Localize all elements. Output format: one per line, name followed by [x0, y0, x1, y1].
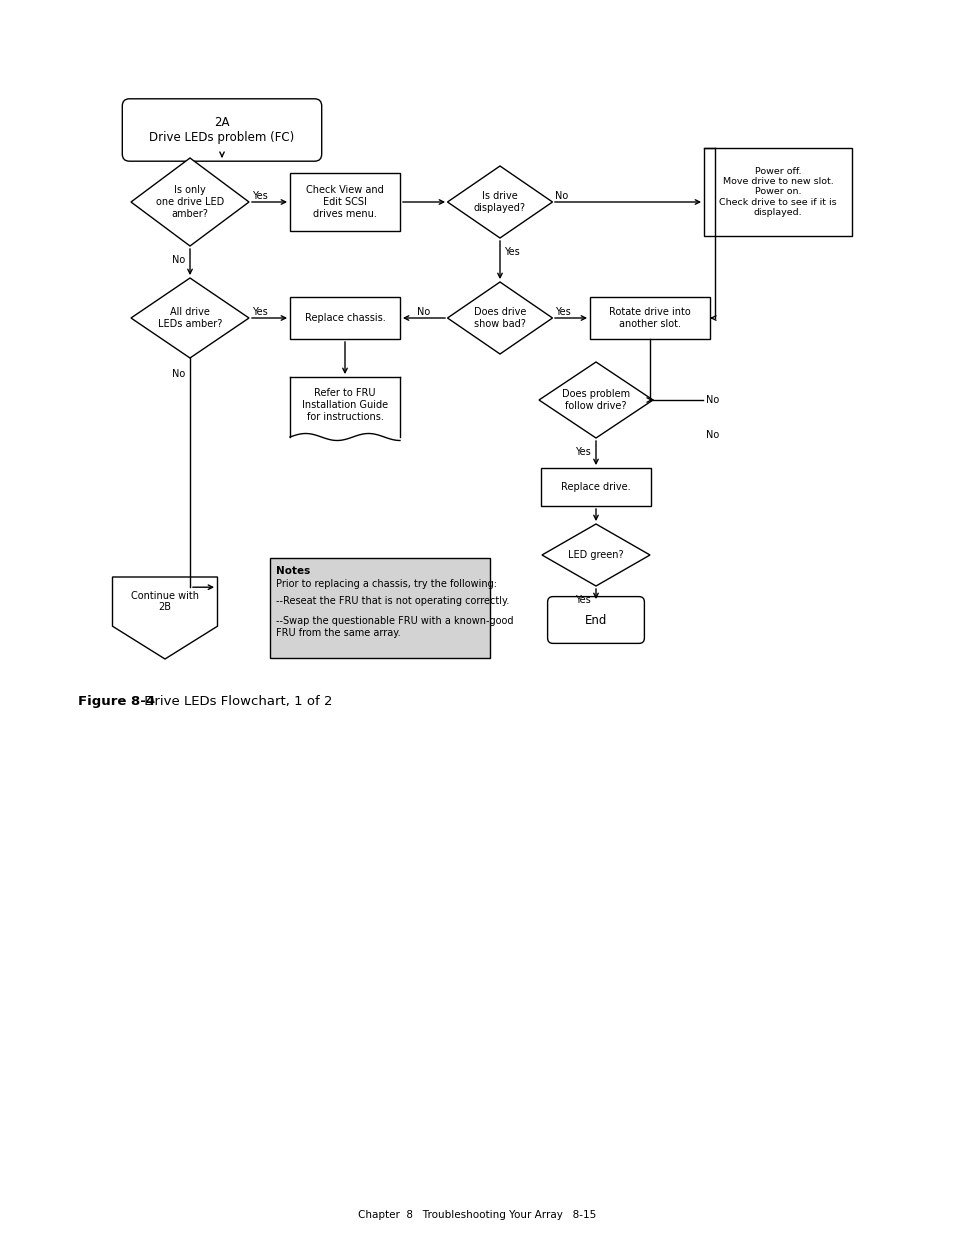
Text: No: No: [416, 308, 430, 317]
Text: --Swap the questionable FRU with a known-good
FRU from the same array.: --Swap the questionable FRU with a known…: [275, 616, 513, 637]
Text: Yes: Yes: [503, 247, 519, 257]
Text: No: No: [555, 191, 568, 201]
Text: Yes: Yes: [252, 308, 268, 317]
Bar: [290, 173, 399, 231]
Text: Replace drive.: Replace drive.: [560, 482, 630, 492]
Text: Yes: Yes: [575, 447, 590, 457]
Bar: [703, 148, 851, 236]
Text: Replace chassis.: Replace chassis.: [304, 312, 385, 324]
Text: --Reseat the FRU that is not operating correctly.: --Reseat the FRU that is not operating c…: [275, 597, 509, 606]
Polygon shape: [131, 158, 249, 246]
Bar: [589, 296, 709, 338]
Text: Does drive
show bad?: Does drive show bad?: [474, 308, 526, 329]
Text: Yes: Yes: [252, 191, 268, 201]
Text: No: No: [172, 369, 185, 379]
Text: No: No: [705, 430, 719, 440]
Text: Figure 8-4: Figure 8-4: [78, 695, 155, 708]
Text: No: No: [705, 395, 719, 405]
Text: LED green?: LED green?: [568, 550, 623, 559]
Polygon shape: [447, 165, 552, 238]
Text: Prior to replacing a chassis, try the following:: Prior to replacing a chassis, try the fo…: [275, 579, 497, 589]
Text: Refer to FRU
Installation Guide
for instructions.: Refer to FRU Installation Guide for inst…: [301, 388, 388, 421]
Bar: [270, 558, 490, 658]
Bar: [540, 468, 650, 506]
Text: Yes: Yes: [575, 595, 590, 605]
Bar: [290, 296, 399, 338]
Text: Chapter  8   Troubleshooting Your Array   8-15: Chapter 8 Troubleshooting Your Array 8-1…: [357, 1210, 596, 1220]
Text: Power off.
Move drive to new slot.
Power on.
Check drive to see if it is
display: Power off. Move drive to new slot. Power…: [719, 167, 836, 217]
Text: End: End: [584, 614, 606, 626]
Polygon shape: [447, 282, 552, 354]
FancyBboxPatch shape: [122, 99, 321, 162]
Polygon shape: [538, 362, 652, 438]
Text: All drive
LEDs amber?: All drive LEDs amber?: [157, 308, 222, 329]
Text: Is only
one drive LED
amber?: Is only one drive LED amber?: [155, 185, 224, 219]
Polygon shape: [131, 278, 249, 358]
Text: 2A
Drive LEDs problem (FC): 2A Drive LEDs problem (FC): [150, 116, 294, 144]
Text: Notes: Notes: [275, 566, 310, 576]
Text: Check View and
Edit SCSI
drives menu.: Check View and Edit SCSI drives menu.: [306, 185, 383, 219]
Polygon shape: [541, 524, 649, 585]
Text: No: No: [172, 254, 185, 266]
Text: Rotate drive into
another slot.: Rotate drive into another slot.: [608, 308, 690, 329]
Text: Continue with
2B: Continue with 2B: [131, 590, 199, 613]
Polygon shape: [112, 577, 217, 659]
Text: Yes: Yes: [555, 308, 570, 317]
Text: Does problem
follow drive?: Does problem follow drive?: [561, 389, 629, 411]
Bar: [290, 377, 399, 437]
Text: Drive LEDs Flowchart, 1 of 2: Drive LEDs Flowchart, 1 of 2: [140, 695, 333, 708]
Text: Is drive
displayed?: Is drive displayed?: [474, 191, 525, 212]
FancyBboxPatch shape: [547, 597, 643, 643]
